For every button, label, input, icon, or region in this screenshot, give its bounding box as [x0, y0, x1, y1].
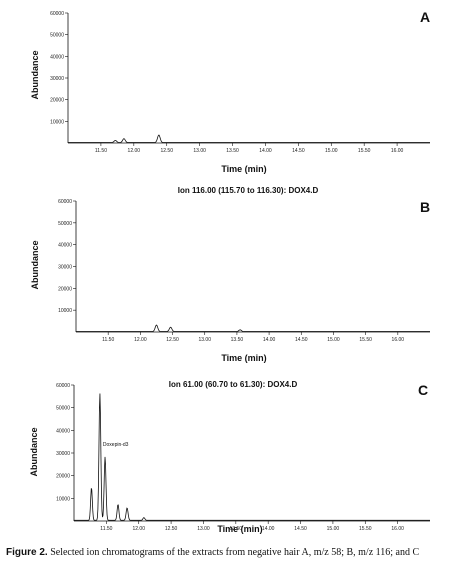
y-tick-label: 20000	[58, 286, 72, 292]
y-axis-label: Abundance	[30, 240, 40, 289]
x-tick-label: 15.00	[327, 526, 340, 532]
x-tick-label: 12.50	[160, 148, 173, 154]
x-tick-label: 13.50	[230, 526, 243, 532]
x-tick-label: 14.50	[295, 337, 308, 343]
x-axis-label: Time (min)	[217, 524, 262, 534]
y-tick-label: 60000	[50, 11, 64, 17]
x-tick-label: 15.00	[325, 148, 338, 154]
chromatogram-trace	[74, 393, 430, 521]
y-tick-label: 40000	[56, 428, 70, 434]
x-tick-label: 16.00	[391, 526, 404, 532]
plot-marks: 10000 20000 30000 40000 50000 60000 11.50 12.00…	[50, 11, 430, 154]
y-tick-label: 10000	[50, 119, 64, 125]
panel-letter: B	[420, 199, 430, 215]
panel-b-chromatogram: B Ion 116.00 (115.70 to 116.30): DOX4.D …	[30, 186, 430, 363]
peak-annotation: Doxepin-d3	[103, 442, 129, 448]
x-tick-label: 13.50	[226, 148, 239, 154]
x-tick-label: 12.00	[128, 148, 141, 154]
x-tick-label: 14.00	[262, 526, 275, 532]
x-tick-label: 13.00	[198, 337, 211, 343]
y-tick-label: 30000	[50, 76, 64, 82]
y-tick-label: 40000	[50, 54, 64, 60]
plot-marks: 10000 20000 30000 40000 50000 60000 11.50 12.00…	[56, 383, 430, 532]
y-tick-label: 20000	[56, 474, 70, 480]
x-tick-label: 13.50	[231, 337, 244, 343]
caption-label: Figure 2.	[6, 547, 48, 558]
x-tick-label: 15.50	[358, 148, 371, 154]
y-tick-label: 30000	[58, 265, 72, 271]
y-tick-label: 50000	[58, 221, 72, 227]
x-tick-label: 13.00	[197, 526, 210, 532]
chromatogram-trace	[68, 134, 430, 143]
y-tick-label: 50000	[50, 33, 64, 39]
y-tick-label: 60000	[58, 199, 72, 205]
plot-marks: 10000 20000 30000 40000 50000 60000 11.50 12.00…	[58, 199, 430, 343]
y-tick-label: 50000	[56, 406, 70, 412]
x-tick-label: 14.00	[263, 337, 276, 343]
x-tick-label: 11.50	[102, 337, 114, 343]
panel-a-chromatogram: A Abundance Time (min) 10000 20000 30000 40…	[30, 9, 430, 174]
y-axis-label: Abundance	[30, 50, 40, 99]
x-tick-label: 13.00	[193, 148, 206, 154]
panel-c-chromatogram: C Ion 61.00 (60.70 to 61.30): DOX4.D Abu…	[29, 380, 430, 534]
y-tick-label: 60000	[56, 383, 70, 389]
x-tick-label: 12.50	[165, 526, 178, 532]
x-tick-label: 11.50	[95, 148, 107, 154]
y-tick-label: 10000	[56, 496, 70, 502]
x-tick-label: 15.00	[327, 337, 340, 343]
chromatogram-trace	[76, 324, 430, 332]
x-tick-label: 14.50	[292, 148, 305, 154]
x-tick-label: 11.50	[100, 526, 112, 532]
x-tick-label: 12.50	[166, 337, 179, 343]
x-tick-label: 12.00	[134, 337, 147, 343]
figure-caption: Figure 2. Selected ion chromatograms of …	[6, 547, 474, 565]
y-axis-label: Abundance	[29, 427, 39, 476]
x-tick-label: 12.00	[132, 526, 145, 532]
x-tick-label: 15.50	[359, 337, 372, 343]
panel-letter: C	[418, 382, 428, 398]
panel-title: Ion 61.00 (60.70 to 61.30): DOX4.D	[169, 380, 298, 389]
panel-title: Ion 116.00 (115.70 to 116.30): DOX4.D	[178, 186, 319, 195]
y-tick-label: 30000	[56, 451, 70, 457]
x-tick-label: 16.00	[392, 337, 405, 343]
y-tick-label: 20000	[50, 98, 64, 104]
x-axis-label: Time (min)	[221, 353, 266, 363]
x-tick-label: 16.00	[391, 148, 404, 154]
y-tick-label: 40000	[58, 243, 72, 249]
caption-text: Selected ion chromatograms of the extrac…	[50, 547, 420, 558]
x-tick-label: 14.00	[259, 148, 272, 154]
x-tick-label: 14.50	[294, 526, 307, 532]
x-axis-label: Time (min)	[221, 164, 266, 174]
panel-letter: A	[420, 9, 430, 25]
y-tick-label: 10000	[58, 308, 72, 314]
x-tick-label: 15.50	[359, 526, 372, 532]
